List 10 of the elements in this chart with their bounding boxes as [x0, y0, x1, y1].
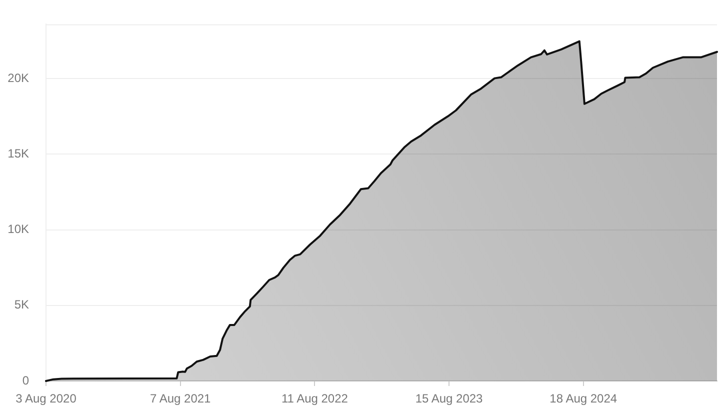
x-tick-label: 11 Aug 2022	[281, 392, 348, 406]
y-tick-label: 20K	[8, 70, 29, 85]
x-tick-label: 7 Aug 2021	[150, 392, 212, 406]
x-tick-label: 15 Aug 2023	[415, 392, 484, 406]
y-tick-label: 0	[22, 373, 30, 388]
x-tick-label: 3 Aug 2020	[16, 392, 77, 406]
y-tick-label: 10K	[8, 222, 29, 236]
y-tick-label: 5K	[14, 298, 29, 312]
x-tick-label: 18 Aug 2024	[550, 392, 618, 406]
y-tick-label: 15K	[8, 146, 29, 161]
